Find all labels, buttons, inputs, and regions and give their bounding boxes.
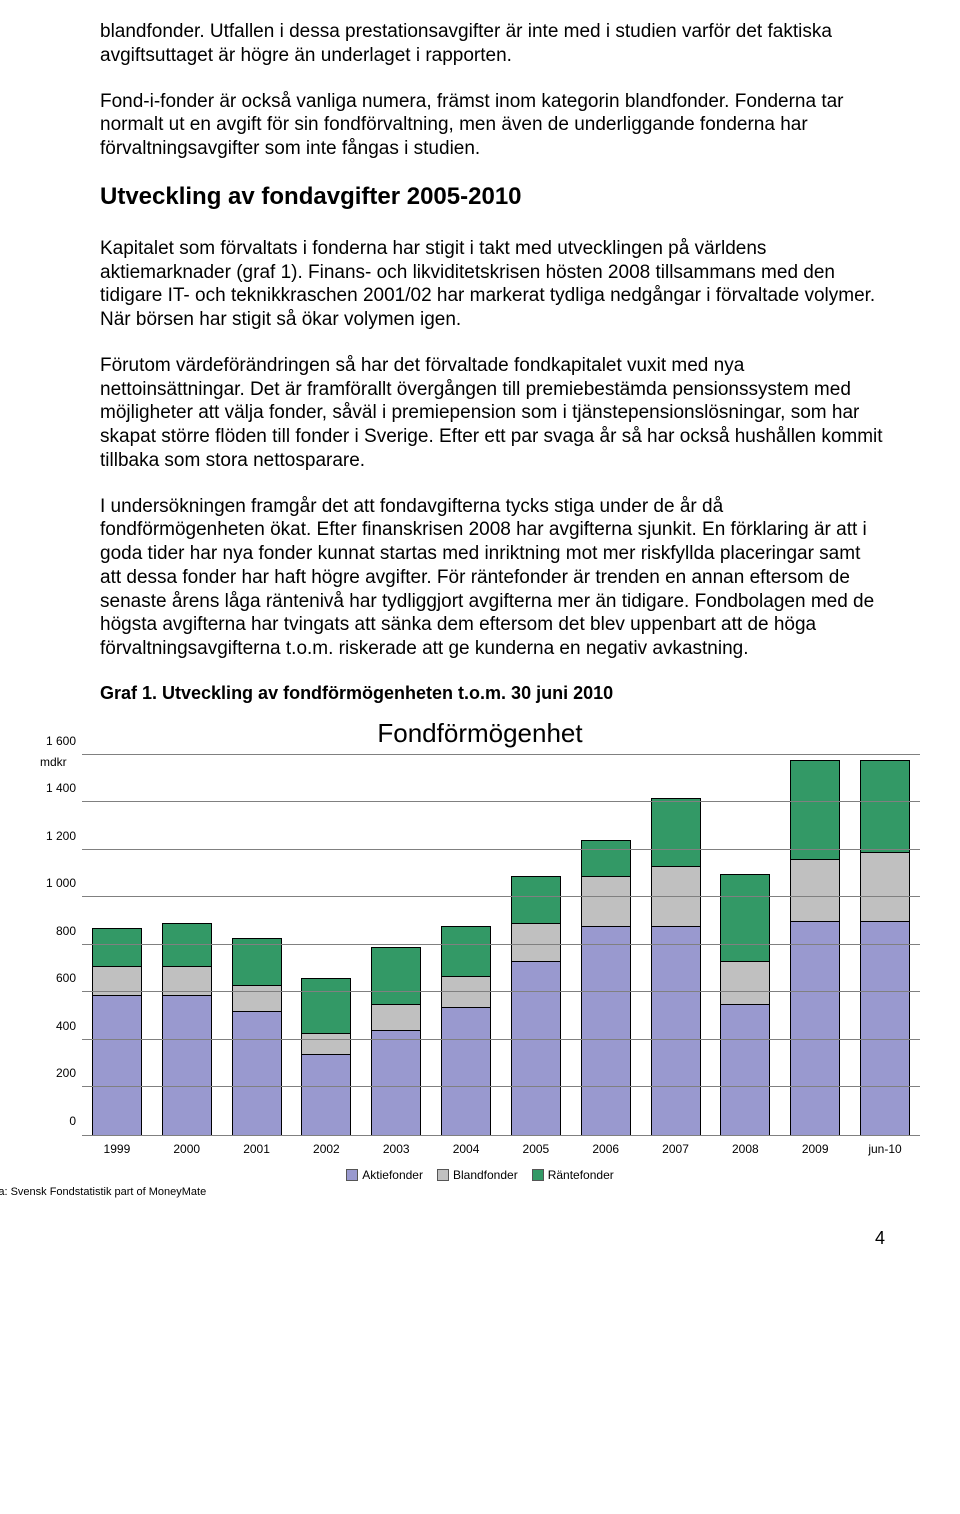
chart-legend-label: Aktiefonder [362, 1168, 423, 1182]
chart-bar-segment-aktie [720, 1004, 770, 1135]
chart-bar-segment-aktie [511, 961, 561, 1134]
chart-bar-segment-rante [92, 928, 142, 966]
chart-bar-segment-rante [860, 760, 910, 853]
chart-bar [720, 874, 770, 1135]
chart-bar [511, 876, 561, 1135]
chart-bar-segment-rante [441, 926, 491, 976]
chart-y-tick: 400 [56, 1019, 82, 1033]
chart-legend-item: Blandfonder [437, 1168, 518, 1182]
chart-gridline [82, 896, 920, 897]
chart-area: mdkr 02004006008001 0001 2001 4001 600 1… [40, 755, 920, 1182]
chart-x-tick: 2007 [651, 1142, 701, 1156]
chart-bar [301, 978, 351, 1135]
chart-bar-segment-bland [232, 985, 282, 1011]
paragraph: I undersökningen framgår det att fondavg… [100, 495, 885, 661]
chart-bar-segment-aktie [790, 921, 840, 1135]
chart-bar-segment-aktie [301, 1054, 351, 1135]
chart-bar-segment-aktie [162, 995, 212, 1135]
chart-bar-segment-aktie [651, 926, 701, 1135]
chart-bar-segment-rante [511, 876, 561, 924]
chart-gridline [82, 801, 920, 802]
chart-gridline [82, 754, 920, 755]
chart-bar-segment-rante [790, 760, 840, 860]
chart-legend-swatch [346, 1169, 358, 1181]
chart-x-tick: 1999 [92, 1142, 142, 1156]
chart-legend-label: Blandfonder [453, 1168, 518, 1182]
chart-bar [441, 926, 491, 1135]
chart-x-tick: 2008 [720, 1142, 770, 1156]
chart-bar-segment-bland [790, 859, 840, 921]
chart-bar-segment-bland [371, 1004, 421, 1030]
paragraph: Förutom värdeförändringen så har det för… [100, 354, 885, 473]
chart-y-tick: 800 [56, 924, 82, 938]
chart-gridline [82, 1039, 920, 1040]
chart-bar-segment-bland [860, 852, 910, 921]
chart-bar-segment-bland [511, 923, 561, 961]
chart-bar [162, 923, 212, 1134]
chart-x-tick: jun-10 [860, 1142, 910, 1156]
document-page: blandfonder. Utfallen i dessa prestation… [0, 0, 960, 1269]
chart-bar [581, 840, 631, 1135]
chart-bar-segment-aktie [371, 1030, 421, 1135]
chart-y-tick: 1 200 [46, 829, 82, 843]
chart-bar-segment-aktie [581, 926, 631, 1135]
chart-bar-segment-aktie [441, 1007, 491, 1135]
paragraph: Fond-i-fonder är också vanliga numera, f… [100, 90, 885, 161]
chart-bar [92, 928, 142, 1135]
chart-legend-swatch [532, 1169, 544, 1181]
chart-bar-segment-aktie [860, 921, 910, 1135]
chart-x-tick: 2005 [511, 1142, 561, 1156]
chart-bar [371, 947, 421, 1135]
chart-bar-segment-rante [720, 874, 770, 962]
chart-bar-segment-aktie [92, 995, 142, 1135]
chart-gridline [82, 991, 920, 992]
chart-x-axis-labels: 1999 2000 2001 2002 2003 2004 2005 2006 2007 2008… [82, 1136, 920, 1156]
chart-bar-segment-rante [162, 923, 212, 966]
chart-y-axis-label: mdkr [40, 755, 67, 769]
page-number: 4 [100, 1228, 885, 1249]
chart-legend-swatch [437, 1169, 449, 1181]
chart-bar [860, 760, 910, 1135]
section-heading: Utveckling av fondavgifter 2005-2010 [100, 183, 885, 211]
chart-y-tick: 1 000 [46, 876, 82, 890]
chart-x-tick: 2004 [441, 1142, 491, 1156]
chart-legend-item: Aktiefonder [346, 1168, 423, 1182]
chart-y-tick: 200 [56, 1066, 82, 1080]
chart-y-tick: 1 600 [46, 734, 82, 748]
chart-gridline [82, 944, 920, 945]
chart-bar-segment-bland [581, 876, 631, 926]
chart-gridline [82, 1086, 920, 1087]
chart-x-tick: 2001 [232, 1142, 282, 1156]
chart-bars [82, 755, 920, 1135]
chart-gridline [82, 849, 920, 850]
chart-bar-segment-rante [581, 840, 631, 876]
paragraph: Kapitalet som förvaltats i fonderna har … [100, 237, 885, 332]
chart-caption: Graf 1. Utveckling av fondförmögenheten … [100, 683, 885, 704]
chart-y-tick: 600 [56, 971, 82, 985]
chart-bar-segment-rante [371, 947, 421, 1004]
chart-plot: 02004006008001 0001 2001 4001 600 [82, 755, 920, 1136]
chart-container: Fondförmögenhet mdkr 02004006008001 0001… [40, 718, 920, 1198]
chart-bar-segment-bland [301, 1033, 351, 1054]
chart-bar-segment-rante [651, 798, 701, 867]
chart-legend: Aktiefonder Blandfonder Räntefonder [40, 1168, 920, 1182]
chart-bar-segment-aktie [232, 1011, 282, 1135]
chart-x-tick: 2009 [790, 1142, 840, 1156]
chart-x-tick: 2002 [301, 1142, 351, 1156]
chart-x-tick: 2000 [162, 1142, 212, 1156]
chart-y-tick: 0 [69, 1114, 82, 1128]
chart-legend-label: Räntefonder [548, 1168, 614, 1182]
chart-x-tick: 2003 [371, 1142, 421, 1156]
chart-x-tick: 2006 [581, 1142, 631, 1156]
chart-bar-segment-bland [720, 961, 770, 1004]
chart-title: Fondförmögenhet [40, 718, 920, 749]
paragraph: blandfonder. Utfallen i dessa prestation… [100, 20, 885, 68]
chart-y-tick: 1 400 [46, 781, 82, 795]
chart-source: Källa: Svensk Fondstatistik part of Mone… [0, 1186, 920, 1198]
chart-legend-item: Räntefonder [532, 1168, 614, 1182]
chart-bar-segment-rante [232, 938, 282, 986]
chart-bar-segment-rante [301, 978, 351, 1033]
chart-bar [790, 760, 840, 1135]
chart-bar [232, 938, 282, 1135]
